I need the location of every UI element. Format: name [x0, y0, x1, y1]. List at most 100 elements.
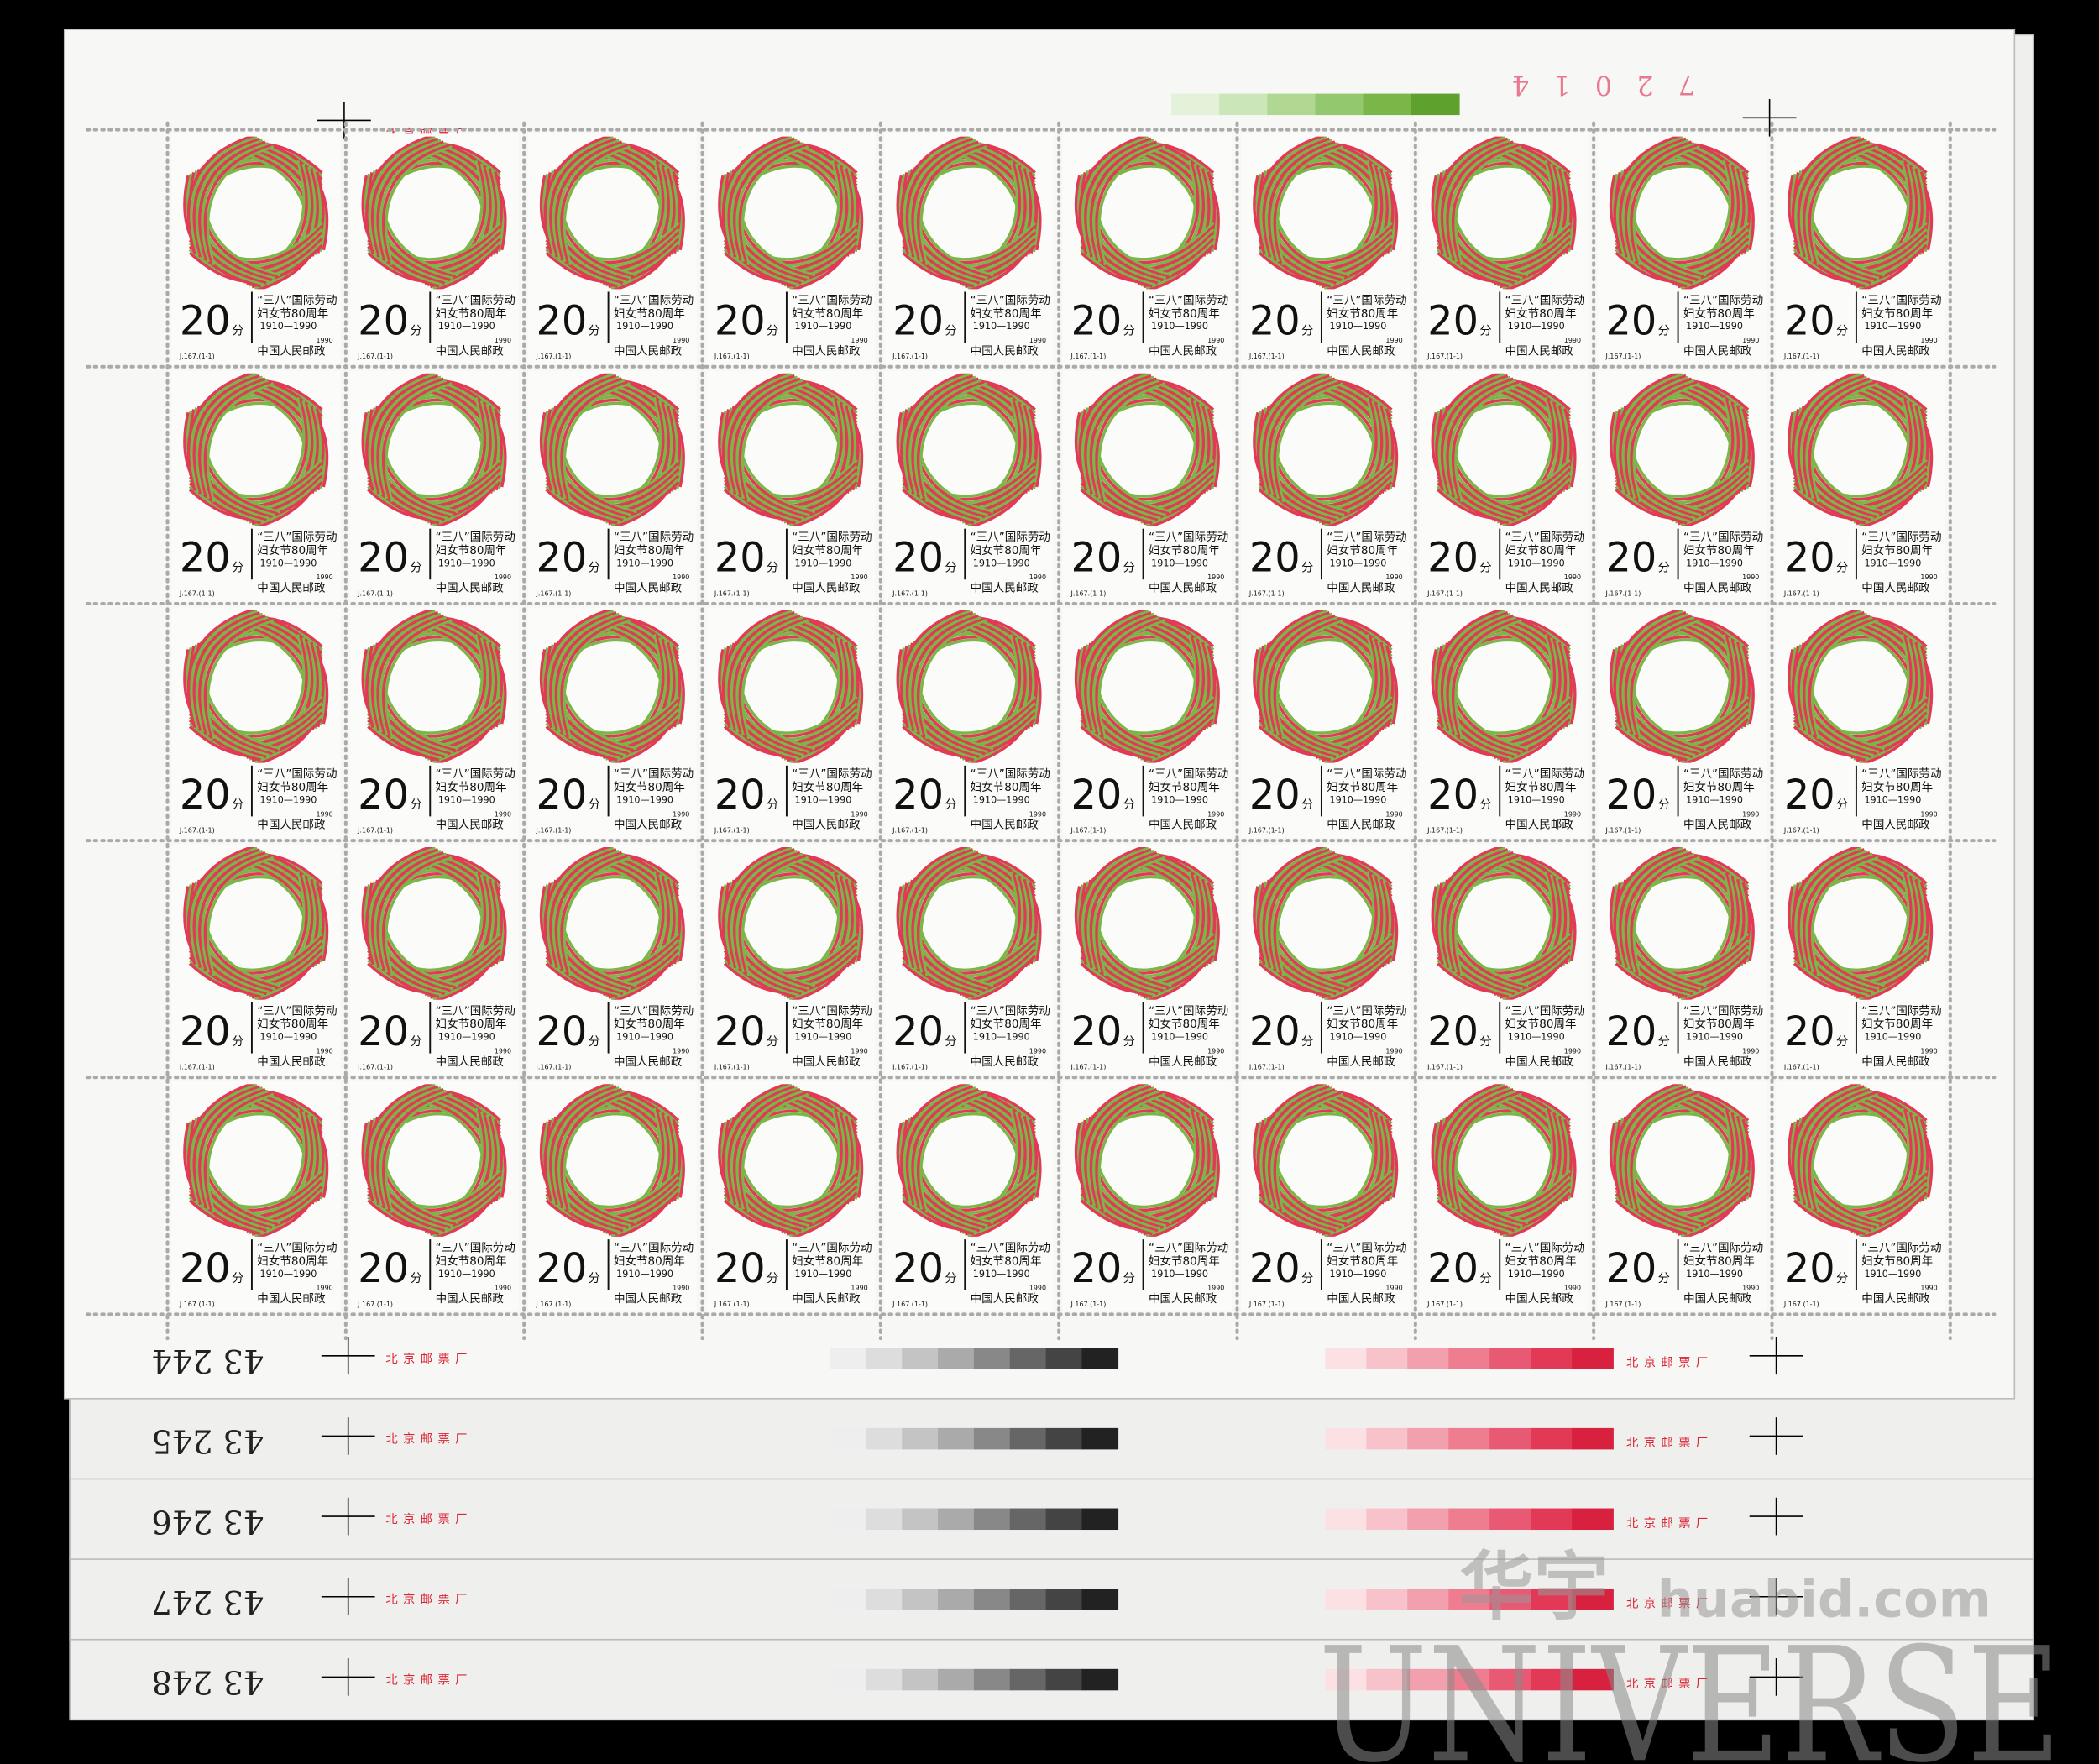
stamp-title: 妇女节80周年 — [792, 543, 863, 557]
stamp-years: 1910—1990 — [259, 321, 317, 332]
stamp-country: 中国人民邮政 — [792, 819, 861, 832]
stamp-title: 妇女节80周年 — [1327, 780, 1398, 794]
color-bar-step — [1448, 1427, 1491, 1450]
stamp-title: 妇女节80周年 — [436, 780, 507, 794]
stamp-unit: 分 — [410, 1034, 421, 1049]
stamp-unit: 分 — [410, 561, 421, 575]
stamp-year: 1990 — [1029, 1048, 1046, 1055]
stamp-years: 1910—1990 — [438, 321, 495, 332]
stamp-title: “三八”国际劳动 — [792, 294, 872, 307]
stamp-value: 20 — [537, 1009, 588, 1055]
stamp-code: J.167.(1-1) — [1783, 1064, 1819, 1071]
imprint: 北京邮票厂 — [1626, 1436, 1714, 1450]
stamp-title: 妇女节80周年 — [1505, 1017, 1577, 1031]
stamp-title: “三八”国际劳动 — [1683, 1241, 1763, 1254]
stamp-unit: 分 — [945, 1271, 956, 1285]
stamp-unit: 分 — [410, 324, 421, 338]
color-bar-step — [1219, 93, 1269, 116]
stamp-title: “三八”国际劳动 — [436, 1004, 516, 1018]
color-bar-step — [830, 1589, 867, 1610]
stamp-title: 妇女节80周年 — [1149, 780, 1220, 794]
stamp-year: 1990 — [1564, 573, 1581, 581]
stamp-country: 中国人民邮政 — [971, 1055, 1039, 1069]
stamp-code: J.167.(1-1) — [179, 589, 215, 597]
stamp-value: 20 — [714, 772, 766, 819]
stamp-title: 妇女节80周年 — [436, 1017, 507, 1031]
stamp-title: 妇女节80周年 — [1505, 306, 1577, 321]
stamp-year: 1990 — [1920, 573, 1937, 581]
stamp-years: 1910—1990 — [616, 1032, 673, 1043]
stamp-value: 20 — [1249, 536, 1301, 582]
stamp-year: 1990 — [1742, 1048, 1759, 1055]
stamp-unit: 分 — [1123, 324, 1135, 338]
stamp-years: 1910—1990 — [794, 557, 851, 568]
stamp-title: 妇女节80周年 — [1683, 780, 1755, 794]
stamp-title: “三八”国际劳动 — [1861, 531, 1941, 544]
stamp-unit: 分 — [232, 561, 243, 575]
stamp-country: 中国人民邮政 — [1683, 819, 1752, 832]
imprint: 北京邮票厂 — [1626, 1356, 1714, 1370]
stamp-country: 中国人民邮政 — [1327, 582, 1395, 595]
stamp-years: 1910—1990 — [616, 1269, 673, 1280]
color-bar-step — [1366, 1508, 1409, 1531]
stamp-title: 妇女节80周年 — [1861, 780, 1933, 794]
stamp-code: J.167.(1-1) — [1605, 1301, 1641, 1308]
stamp-year: 1990 — [851, 573, 867, 581]
stamp-years: 1910—1990 — [1864, 321, 1921, 332]
color-bar-step — [938, 1508, 975, 1531]
stamp-unit: 分 — [1836, 1271, 1848, 1285]
stamp-year: 1990 — [316, 573, 332, 581]
stamp-country: 中国人民邮政 — [971, 1292, 1039, 1306]
stamp-title: “三八”国际劳动 — [1149, 1241, 1228, 1254]
stamp-code: J.167.(1-1) — [892, 1301, 928, 1308]
serial-number: 43 244 — [151, 1342, 264, 1379]
stamp-value: 20 — [1606, 1009, 1657, 1055]
stamp-value: 20 — [1784, 299, 1835, 345]
stamp-code: J.167.(1-1) — [1248, 589, 1285, 597]
color-bar-step — [830, 1427, 867, 1450]
stamp-years: 1910—1990 — [794, 1032, 851, 1043]
stamp-title: “三八”国际劳动 — [792, 1241, 872, 1254]
stamp-value: 20 — [714, 536, 766, 582]
color-bar-step — [902, 1348, 939, 1369]
color-bar-step — [1315, 93, 1364, 116]
stamp-year: 1990 — [1385, 810, 1402, 818]
stamp-code: J.167.(1-1) — [714, 353, 750, 360]
stamp-year: 1990 — [1920, 1285, 1937, 1292]
stamp-title: 妇女节80周年 — [257, 543, 328, 557]
stamp-years: 1910—1990 — [794, 1269, 851, 1280]
watermark-brand: 华宇 — [1459, 1544, 1610, 1631]
stamp-title: 妇女节80周年 — [1149, 306, 1220, 321]
stamp-year: 1990 — [673, 810, 689, 818]
imprint: 北京邮票厂 — [1626, 1677, 1714, 1691]
stamp-title: 妇女节80周年 — [792, 1254, 863, 1268]
stamp-title: 妇女节80周年 — [1327, 543, 1398, 557]
stamp-country: 中国人民邮政 — [436, 344, 505, 358]
stamp-value: 20 — [537, 1246, 588, 1292]
stamp-country: 中国人民邮政 — [971, 344, 1039, 358]
stamp-unit: 分 — [410, 1271, 421, 1285]
stamp-code: J.167.(1-1) — [357, 1301, 393, 1308]
stamp-title: 妇女节80周年 — [1505, 543, 1577, 557]
color-bar-step — [830, 1508, 867, 1531]
stamp-value: 20 — [892, 299, 944, 345]
color-bar-step — [1489, 1427, 1531, 1450]
stamp-years: 1910—1990 — [616, 794, 673, 805]
stamp-code: J.167.(1-1) — [536, 1301, 572, 1308]
stamp-title: “三八”国际劳动 — [257, 1241, 337, 1254]
color-bar-step — [1572, 1508, 1614, 1531]
stamp-title: “三八”国际劳动 — [436, 294, 516, 307]
stamp-value: 20 — [1784, 772, 1835, 819]
stamp-code: J.167.(1-1) — [714, 589, 750, 597]
stamp-unit: 分 — [1123, 561, 1135, 575]
stamp-unit: 分 — [1836, 561, 1848, 575]
color-bar-step — [1572, 1668, 1614, 1691]
